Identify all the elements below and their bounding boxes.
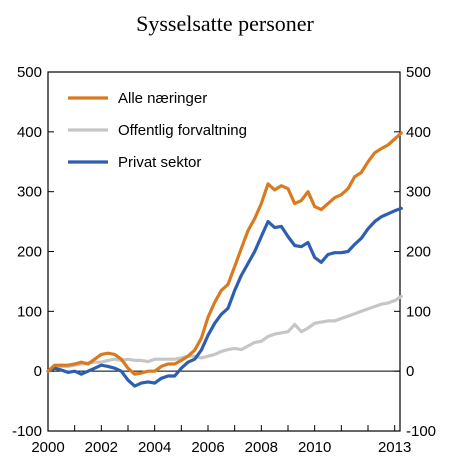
x-tick-label: 2006 xyxy=(191,439,224,456)
y-tick-label-left: 400 xyxy=(17,124,42,141)
right-y-tick-labels: -100 0 100 200 300 400 500 xyxy=(406,64,436,440)
y-tick-label-right: 0 xyxy=(406,363,414,380)
y-tick-label-right: 400 xyxy=(406,124,431,141)
y-tick-label-right: 300 xyxy=(406,184,431,201)
x-tick-label: 2000 xyxy=(31,439,64,456)
series-line-2 xyxy=(46,294,403,373)
x-tick-label: 2002 xyxy=(85,439,118,456)
series-line-1 xyxy=(46,131,403,376)
x-tick-labels: 2000 2002 2004 2006 2008 2010 2013 xyxy=(31,439,411,456)
y-tick-label-left: 500 xyxy=(17,64,42,81)
legend: Alle næringer Offentlig forvaltning Privat… xyxy=(68,90,247,171)
legend-label: Offentlig forvaltning xyxy=(118,122,247,139)
axis-ticks xyxy=(47,71,400,432)
series-line-3 xyxy=(46,206,403,388)
x-tick-label: 2004 xyxy=(138,439,171,456)
legend-label: Privat sektor xyxy=(118,154,201,171)
chart-title: Sysselsatte personer xyxy=(136,11,314,36)
series-lines xyxy=(46,131,403,388)
y-tick-label-left: -100 xyxy=(12,423,42,440)
y-tick-label-left: 300 xyxy=(17,184,42,201)
y-tick-label-right: 500 xyxy=(406,64,431,81)
y-tick-label-left: 200 xyxy=(17,244,42,261)
left-y-tick-labels: -100 0 100 200 300 400 500 xyxy=(12,64,42,440)
legend-label: Alle næringer xyxy=(118,90,207,107)
x-tick-label: 2013 xyxy=(378,439,411,456)
y-tick-label-right: 100 xyxy=(406,303,431,320)
x-tick-label: 2010 xyxy=(298,439,331,456)
y-tick-label-right: 200 xyxy=(406,244,431,261)
y-tick-label-left: 0 xyxy=(34,363,42,380)
y-tick-label-right: -100 xyxy=(406,423,436,440)
y-tick-label-left: 100 xyxy=(17,303,42,320)
x-tick-label: 2008 xyxy=(245,439,278,456)
